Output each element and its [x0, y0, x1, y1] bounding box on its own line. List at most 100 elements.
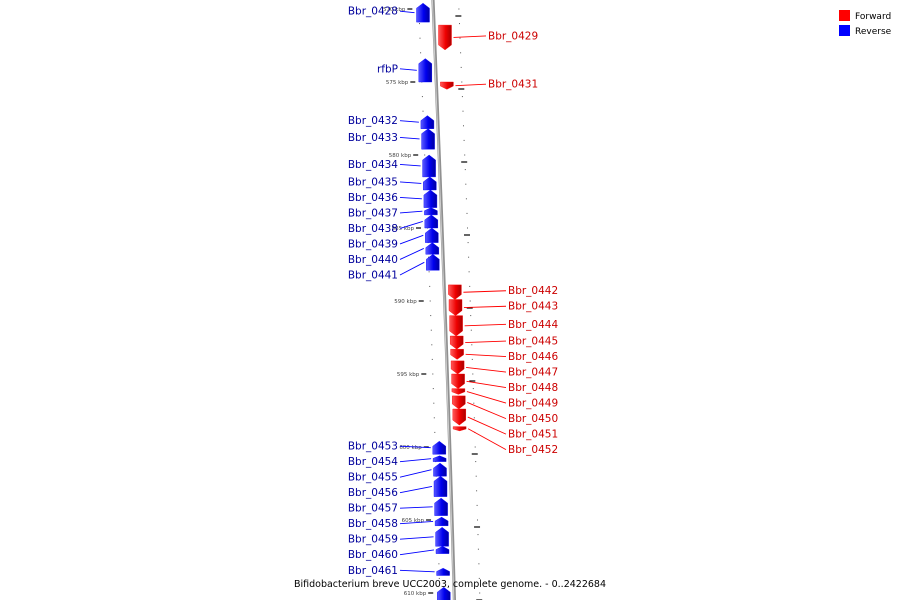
gene-bbr_0449-label: Bbr_0449 — [508, 398, 558, 410]
minor-tick — [472, 388, 474, 390]
minor-tick — [477, 548, 479, 550]
gene-bbr_0450-label: Bbr_0450 — [508, 413, 558, 425]
minor-tick — [478, 577, 480, 579]
gene-bbr_0457-arrow[interactable] — [434, 497, 448, 516]
minor-tick — [428, 256, 430, 258]
gene-bbr_0456-arrow[interactable] — [433, 475, 448, 497]
minor-tick — [479, 592, 481, 594]
minor-tick — [472, 373, 474, 375]
gene-bbr_0443-label: Bbr_0443 — [508, 301, 558, 313]
gene-bbr_0447-arrow[interactable] — [450, 360, 465, 375]
tick-label: 580 kbp — [389, 153, 412, 159]
gene-bbr_0446-arrow[interactable] — [450, 349, 464, 360]
gene-bbr_0440-arrow[interactable] — [425, 242, 439, 255]
gene-bbr_0451-arrow[interactable] — [452, 408, 466, 426]
minor-tick — [430, 329, 432, 331]
gene-bbr_0445-arrow[interactable] — [450, 335, 464, 350]
gene-bbr_0444-label: Bbr_0444 — [508, 319, 558, 331]
gene-bbr_0457-label: Bbr_0457 — [348, 503, 398, 515]
gene-bbr_0431-arrow[interactable] — [440, 81, 454, 90]
gene-bbr_0435-leader — [399, 181, 422, 184]
minor-tick — [459, 37, 461, 39]
gene-bbr_0444-leader — [464, 323, 507, 327]
gene-bbr_0434-arrow[interactable] — [422, 154, 436, 178]
gene-bbr_0437-leader — [399, 210, 423, 214]
gene-bbr_0429-arrow[interactable] — [438, 24, 452, 51]
minor-tick — [432, 388, 434, 390]
minor-tick — [433, 417, 435, 419]
gene-bbr_0453-leader — [399, 445, 431, 449]
gene-bbr_0434-leader — [399, 164, 421, 167]
gene-bbr_0451-label: Bbr_0451 — [508, 429, 558, 441]
gene-bbr_0438-leader — [399, 221, 423, 229]
gene-bbr_0439-arrow[interactable] — [425, 227, 439, 243]
minor-tick — [430, 315, 432, 317]
gene-bbr_0452-label: Bbr_0452 — [508, 444, 558, 456]
gene-bbr_0453-arrow[interactable] — [432, 440, 446, 455]
gene-bbr_0458-leader — [399, 521, 434, 525]
gene-bbr_0432-arrow[interactable] — [420, 115, 435, 129]
gene-bbr_0428-arrow[interactable] — [416, 2, 430, 23]
minor-tick — [476, 504, 478, 506]
gene-bbr_0452-arrow[interactable] — [452, 426, 467, 432]
genome-caption: Bifidobacterium breve UCC2003, complete … — [294, 579, 606, 590]
minor-tick — [468, 271, 470, 273]
gene-unnamed-arrow[interactable] — [437, 586, 451, 600]
gene-bbr_0455-leader — [399, 469, 432, 478]
gene-bbr_0442-arrow[interactable] — [448, 284, 462, 300]
tick-label: 610 kbp — [404, 591, 427, 597]
gene-bbr_0449-arrow[interactable] — [451, 388, 466, 395]
gene-bbr_0445-leader — [465, 340, 507, 344]
gene-bbr_0458-arrow[interactable] — [434, 516, 449, 526]
gene-bbr_0448-arrow[interactable] — [451, 373, 465, 389]
gene-bbr_0444-arrow[interactable] — [449, 315, 463, 337]
tick-label: 590 kbp — [394, 299, 417, 305]
legend-forward-label: Forward — [855, 12, 891, 22]
minor-tick — [474, 446, 476, 448]
minor-tick — [424, 154, 426, 156]
minor-tick — [419, 23, 420, 25]
gene-bbr_0436-arrow[interactable] — [423, 189, 438, 208]
gene-bbr_0438-arrow[interactable] — [424, 214, 438, 229]
tick-label: 595 kbp — [397, 372, 420, 378]
gene-rfbp-arrow[interactable] — [418, 58, 432, 83]
minor-tick — [433, 402, 435, 404]
gene-bbr_0454-arrow[interactable] — [432, 455, 447, 462]
gene-bbr_0453-label: Bbr_0453 — [348, 441, 398, 453]
gene-bbr_0428-label: Bbr_0428 — [348, 6, 398, 18]
gene-bbr_0455-arrow[interactable] — [433, 462, 447, 477]
minor-tick — [422, 110, 424, 112]
gene-bbr_0439-leader — [399, 234, 424, 245]
minor-tick — [460, 52, 462, 54]
gene-bbr_0457-leader — [399, 506, 433, 509]
gene-bbr_0435-arrow[interactable] — [423, 176, 437, 191]
gene-bbr_0443-arrow[interactable] — [448, 299, 463, 316]
gene-bbr_0450-arrow[interactable] — [452, 395, 466, 410]
tick-label: 585 kbp — [392, 226, 415, 232]
minor-tick — [477, 519, 478, 521]
gene-bbr_0437-arrow[interactable] — [424, 207, 438, 216]
gene-bbr_0431-label: Bbr_0431 — [488, 79, 538, 91]
minor-tick — [421, 96, 423, 98]
minor-tick — [473, 402, 475, 404]
minor-tick — [475, 461, 477, 463]
gene-bbr_0433-leader — [399, 136, 420, 140]
minor-tick — [461, 81, 463, 83]
minor-tick — [463, 125, 464, 127]
gene-bbr_0433-arrow[interactable] — [421, 128, 435, 150]
gene-bbr_0441-arrow[interactable] — [426, 254, 440, 271]
legend-forward-swatch — [839, 10, 850, 21]
tick-label: 575 kbp — [386, 80, 409, 86]
minor-tick — [471, 344, 473, 346]
gene-bbr_0433-label: Bbr_0433 — [348, 132, 398, 144]
minor-tick — [429, 300, 431, 302]
minor-tick — [438, 563, 440, 565]
genome-backbone — [431, 0, 457, 600]
gene-bbr_0460-arrow[interactable] — [435, 546, 450, 554]
gene-bbr_0461-arrow[interactable] — [436, 567, 450, 576]
gene-bbr_0459-arrow[interactable] — [435, 527, 449, 547]
minor-tick — [469, 300, 471, 302]
gene-bbr_0441-label: Bbr_0441 — [348, 269, 398, 281]
minor-tick — [420, 52, 422, 54]
gene-bbr_0461-label: Bbr_0461 — [348, 565, 398, 577]
